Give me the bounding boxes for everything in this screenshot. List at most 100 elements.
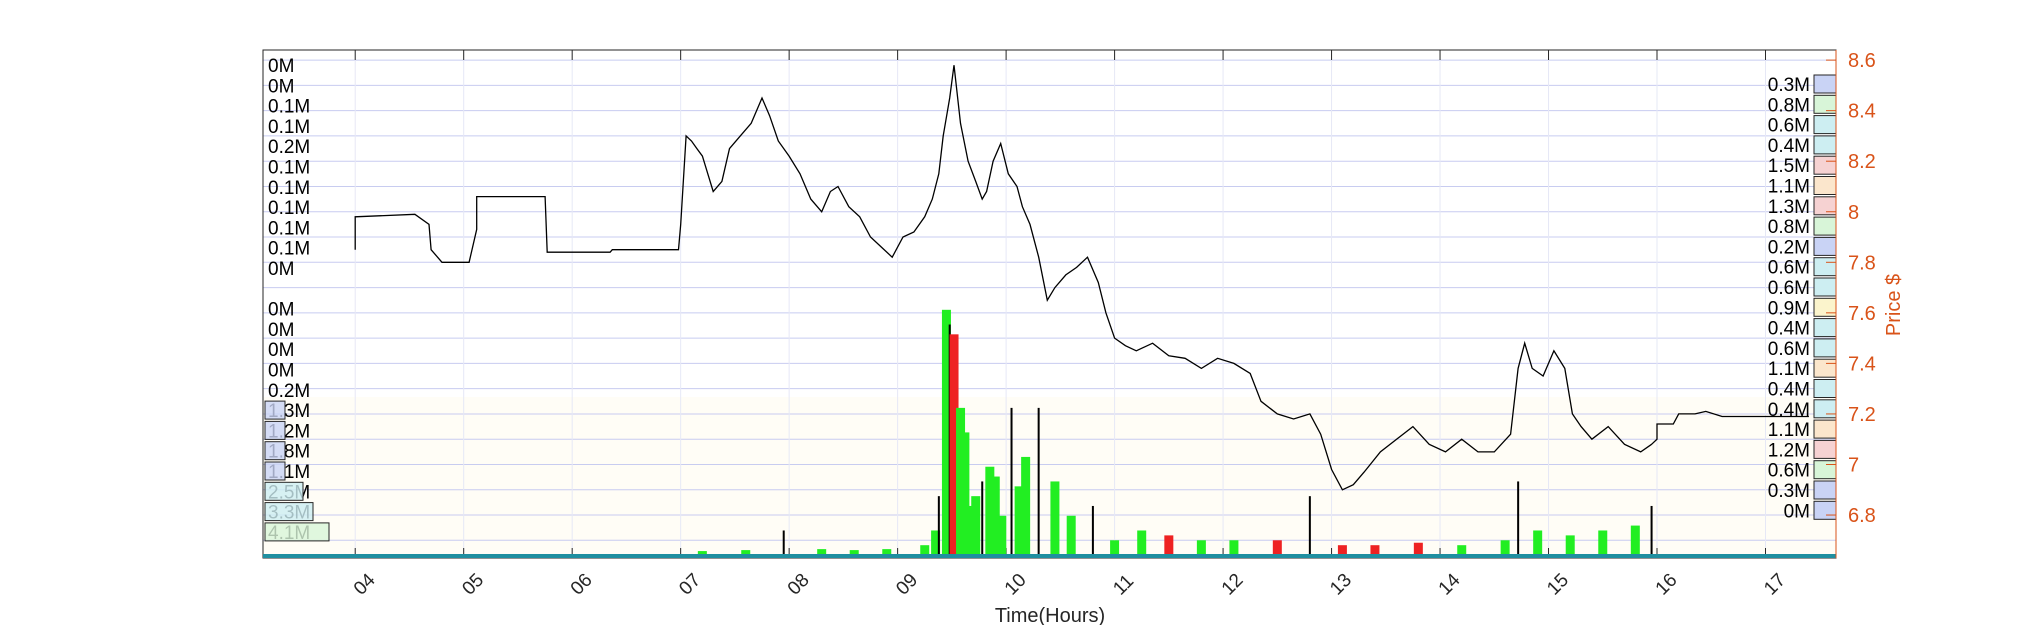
right-profile-bar [1813, 500, 1837, 520]
left-profile-label: 0.1M [268, 178, 310, 199]
x-axis-label: Time(Hours) [995, 605, 1105, 625]
right-profile-bar [1813, 74, 1837, 94]
y-axis-label: Price $ [1883, 274, 1905, 336]
left-profile-label: 0.1M [268, 218, 310, 239]
x-tick-label: 05 [458, 570, 488, 600]
left-profile-bar [264, 400, 286, 420]
left-profile-bar [264, 502, 314, 522]
volume-bar [937, 496, 940, 555]
x-tick-label: 13 [1326, 570, 1356, 600]
volume-bar [1066, 515, 1076, 555]
right-profile-label: 0.6M [1768, 461, 1810, 482]
left-profile-bar [264, 522, 330, 542]
volume-bar [931, 530, 941, 555]
right-profile-label: 0M [1784, 501, 1810, 522]
volume-bar [1272, 540, 1282, 555]
volume-bar [697, 551, 707, 555]
x-axis: 04 05 06 07 08 09 10 11 12 13 14 15 16 17 [350, 569, 1790, 599]
volume-bar [1630, 525, 1640, 555]
volume-bar [985, 466, 995, 555]
left-profile-label: 0.1M [268, 117, 310, 138]
volume-bar [1517, 481, 1520, 555]
right-profile-bar [1813, 419, 1837, 439]
right-profile-label: 0.3M [1768, 75, 1810, 96]
right-profile-label: 1.5M [1768, 156, 1810, 177]
left-profile-label: 0.1M [268, 239, 310, 260]
right-profile-bar [1813, 379, 1837, 398]
x-tick-label: 11 [1109, 571, 1138, 600]
left-profile-label: 0.2M [268, 137, 310, 158]
volume-bar [741, 550, 751, 555]
volume-bars [697, 309, 1653, 555]
left-profile-label: 0M [268, 259, 294, 280]
y-tick-label: 8.4 [1848, 101, 1876, 123]
right-profile-bar [1813, 216, 1837, 236]
left-profile-label: 0M [268, 76, 294, 97]
volume-bar [990, 476, 1000, 555]
right-profile-label: 1.1M [1768, 359, 1810, 380]
left-profile-label: 0.2M [268, 381, 310, 402]
y-tick-label: 7.8 [1848, 252, 1876, 274]
volume-bar [1308, 496, 1311, 555]
volume-bar [1037, 407, 1040, 555]
volume-bar [1137, 530, 1147, 555]
volume-bar [1050, 481, 1060, 555]
right-profile-bar [1813, 439, 1837, 459]
volume-bar [981, 481, 984, 555]
left-profile-label: 0M [268, 340, 294, 361]
volume-bar [960, 432, 970, 555]
volume-bar [1196, 540, 1206, 555]
right-profile-label: 0.9M [1768, 298, 1810, 319]
x-tick-label: 16 [1652, 570, 1682, 600]
volume-bar [1457, 545, 1467, 555]
volume-bar [1533, 530, 1543, 555]
x-tick-label: 15 [1543, 570, 1573, 600]
right-volume-profile: 0.3M0.8M0.6M0.4M1.5M1.1M1.3M0.8M0.2M0.6M… [1768, 74, 1837, 522]
left-profile-label: 0M [268, 361, 294, 382]
x-tick-label: 09 [892, 570, 922, 600]
volume-bar [1337, 545, 1347, 555]
volume-bar [1014, 486, 1024, 555]
left-profile-label: 0M [268, 300, 294, 321]
volume-bar [997, 515, 1007, 555]
left-profile-label: 0.1M [268, 158, 310, 179]
left-profile-label: 0.1M [268, 97, 310, 118]
x-tick-label: 17 [1760, 570, 1790, 600]
right-profile-bar [1813, 115, 1837, 135]
volume-bar [1021, 456, 1031, 555]
right-profile-bar [1813, 358, 1837, 378]
x-tick-label: 06 [567, 570, 597, 600]
left-profile-label: 0.1M [268, 198, 310, 219]
y-tick-label: 8.2 [1848, 151, 1876, 173]
y-tick-label: 8 [1848, 202, 1859, 224]
left-profile-bar [264, 420, 286, 440]
left-profile-bar [264, 441, 286, 461]
right-profile-label: 0.4M [1768, 136, 1810, 157]
right-profile-label: 1.1M [1768, 177, 1810, 198]
x-tick-label: 04 [350, 569, 380, 599]
volume-bar [817, 549, 827, 555]
left-profile-bar [264, 481, 304, 501]
volume-bar [849, 550, 859, 555]
right-profile-label: 0.4M [1768, 400, 1810, 421]
volume-bar [1229, 540, 1239, 555]
right-profile-label: 0.2M [1768, 237, 1810, 258]
volume-bar [1010, 407, 1013, 555]
volume-bar [1110, 540, 1120, 555]
volume-bar [782, 530, 785, 555]
y-tick-label: 8.6 [1848, 50, 1876, 72]
grid-lines [263, 50, 1836, 558]
right-profile-bar [1813, 399, 1837, 419]
right-profile-bar [1813, 257, 1837, 277]
right-profile-label: 1.3M [1768, 197, 1810, 218]
volume-bar [971, 496, 981, 555]
price-series [354, 65, 1809, 491]
volume-baseline [263, 554, 1836, 558]
right-profile-label: 1.1M [1768, 420, 1810, 441]
left-profile-bar [264, 461, 286, 481]
right-profile-bar [1813, 297, 1837, 317]
x-tick-label: 07 [675, 570, 705, 600]
right-profile-label: 1.2M [1768, 440, 1810, 461]
right-profile-bar [1813, 135, 1837, 155]
